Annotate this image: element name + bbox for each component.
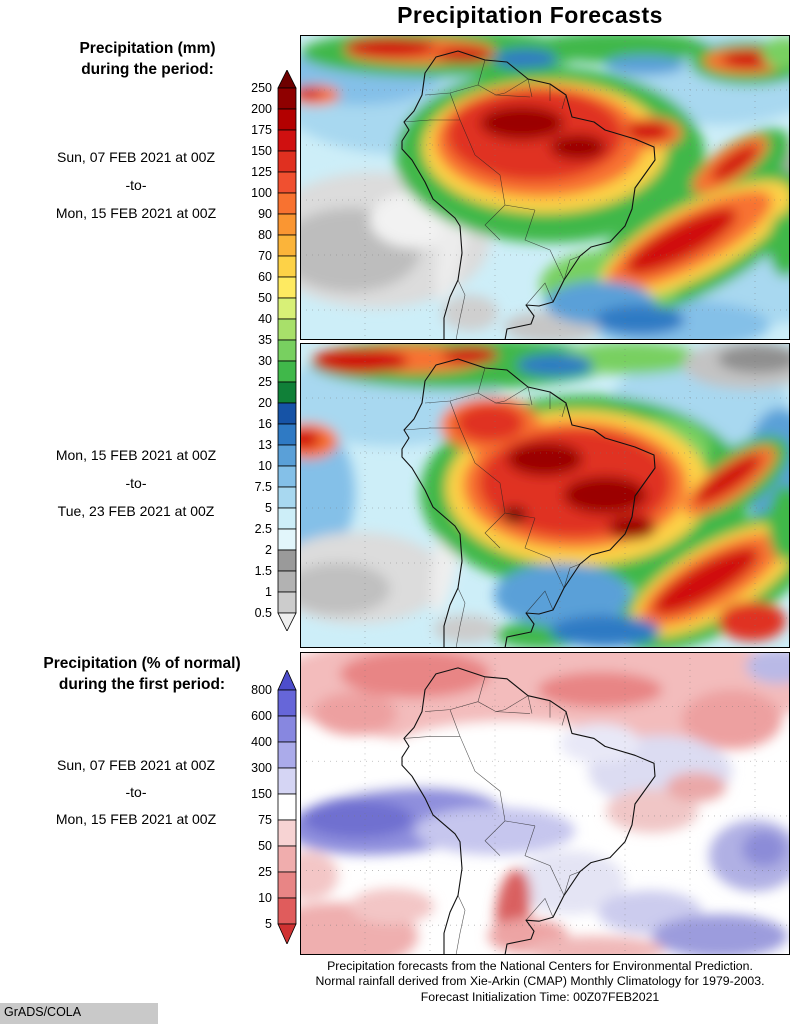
svg-text:70: 70 xyxy=(258,249,272,263)
period2-to: Tue, 23 FEB 2021 at 00Z xyxy=(57,503,215,519)
svg-text:10: 10 xyxy=(258,891,272,905)
svg-text:35: 35 xyxy=(258,333,272,347)
map-precip-week2 xyxy=(300,343,790,648)
period1-to: Mon, 15 FEB 2021 at 00Z xyxy=(55,205,217,221)
svg-text:200: 200 xyxy=(251,102,272,116)
svg-text:1.5: 1.5 xyxy=(255,564,272,578)
grads-credit: GrADS/COLA xyxy=(4,1005,82,1019)
svg-text:0.5: 0.5 xyxy=(255,606,272,620)
south-america-coastline xyxy=(401,50,656,340)
footer-line2: Normal rainfall derived from Xie-Arkin (… xyxy=(315,974,765,989)
svg-text:300: 300 xyxy=(251,761,272,775)
pct-heading: Precipitation (% of normal) during the f… xyxy=(10,653,274,695)
svg-text:7.5: 7.5 xyxy=(255,480,272,494)
mm-heading-line2: during the period: xyxy=(81,61,214,78)
mm-heading: Precipitation (mm) during the period: xyxy=(35,38,260,80)
svg-text:50: 50 xyxy=(258,291,272,305)
period1-label: Sun, 07 FEB 2021 at 00Z -to- Mon, 15 FEB… xyxy=(25,143,247,227)
page-title: Precipitation Forecasts xyxy=(397,2,663,28)
footer-caption: Precipitation forecasts from the Nationa… xyxy=(290,959,790,1005)
map-precip-week1 xyxy=(300,35,790,340)
period3-from: Sun, 07 FEB 2021 at 00Z xyxy=(57,757,215,773)
map1-frame xyxy=(300,35,790,340)
period1-from: Sun, 07 FEB 2021 at 00Z xyxy=(57,149,215,165)
svg-text:5: 5 xyxy=(265,917,272,931)
map2-frame xyxy=(300,343,790,648)
svg-text:175: 175 xyxy=(251,123,272,137)
svg-text:50: 50 xyxy=(258,839,272,853)
svg-text:25: 25 xyxy=(258,375,272,389)
svg-text:1: 1 xyxy=(265,585,272,599)
period2-label: Mon, 15 FEB 2021 at 00Z -to- Tue, 23 FEB… xyxy=(25,441,247,525)
svg-text:13: 13 xyxy=(258,438,272,452)
svg-text:100: 100 xyxy=(251,186,272,200)
svg-text:150: 150 xyxy=(251,787,272,801)
svg-text:800: 800 xyxy=(251,683,272,697)
footer-line3: Forecast Initialization Time: 00Z07FEB20… xyxy=(420,989,660,1004)
country-borders xyxy=(403,59,581,340)
svg-text:80: 80 xyxy=(258,228,272,242)
svg-text:60: 60 xyxy=(258,270,272,284)
mm-heading-line1: Precipitation (mm) xyxy=(79,40,216,57)
svg-text:600: 600 xyxy=(251,709,272,723)
graticule xyxy=(300,35,790,340)
svg-text:20: 20 xyxy=(258,396,272,410)
period1-separator: -to- xyxy=(125,177,147,193)
period3-to: Mon, 15 FEB 2021 at 00Z xyxy=(55,811,217,827)
svg-text:25: 25 xyxy=(258,865,272,879)
pct-heading-line1: Precipitation (% of normal) xyxy=(43,655,241,672)
period3-separator: -to- xyxy=(125,784,147,800)
map3-frame xyxy=(300,652,790,955)
colorbar-precip-mm: 2502001751501251009080706050403530252016… xyxy=(251,70,297,631)
percent-normal-field xyxy=(300,652,790,955)
svg-text:16: 16 xyxy=(258,417,272,431)
svg-text:150: 150 xyxy=(251,144,272,158)
svg-text:90: 90 xyxy=(258,207,272,221)
svg-text:30: 30 xyxy=(258,354,272,368)
svg-text:40: 40 xyxy=(258,312,272,326)
precip-field-week1 xyxy=(300,35,790,340)
svg-text:75: 75 xyxy=(258,813,272,827)
colorbar-percent-normal: 800 600 400 300 150 75 50 25 10 5 xyxy=(251,670,297,944)
svg-text:400: 400 xyxy=(251,735,272,749)
svg-text:125: 125 xyxy=(251,165,272,179)
footer-line1: Precipitation forecasts from the Nationa… xyxy=(327,959,753,973)
period3-label: Sun, 07 FEB 2021 at 00Z -to- Mon, 15 FEB… xyxy=(25,752,247,833)
svg-text:2: 2 xyxy=(265,543,272,557)
map-percent-normal xyxy=(300,652,790,955)
svg-text:250: 250 xyxy=(251,81,272,95)
svg-text:5: 5 xyxy=(265,501,272,515)
svg-text:10: 10 xyxy=(258,459,272,473)
bottom-gray-bar xyxy=(0,1003,158,1024)
period2-from: Mon, 15 FEB 2021 at 00Z xyxy=(55,447,217,463)
period2-separator: -to- xyxy=(125,475,147,491)
pct-heading-line2: during the first period: xyxy=(58,676,226,693)
svg-text:2.5: 2.5 xyxy=(255,522,272,536)
